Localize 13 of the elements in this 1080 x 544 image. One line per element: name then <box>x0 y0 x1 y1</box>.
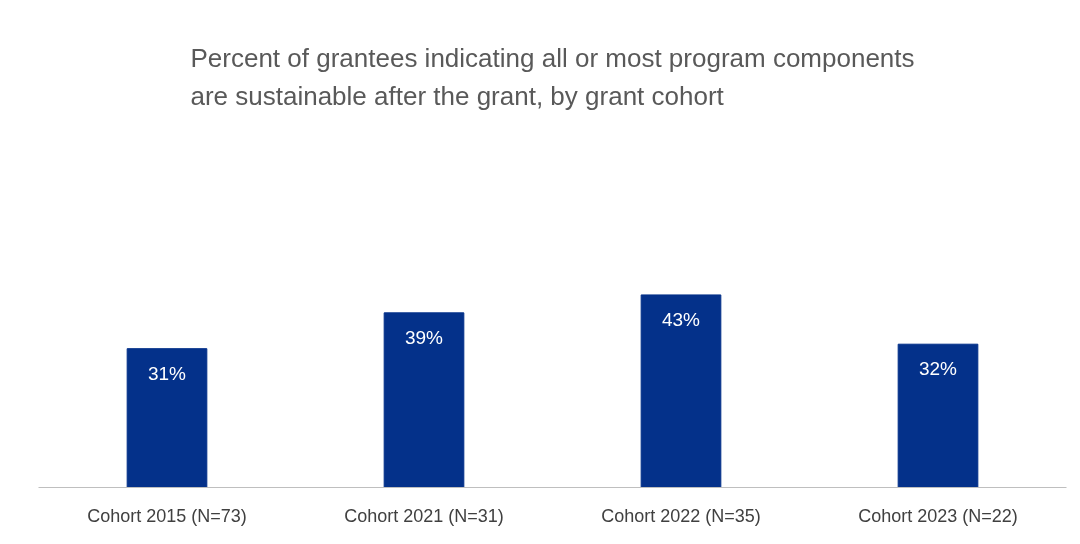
data-label: 32% <box>918 358 958 380</box>
bar <box>640 294 722 488</box>
data-label: 43% <box>661 308 701 330</box>
bar <box>383 312 465 488</box>
x-tick-label: Cohort 2023 (N=22) <box>858 505 1018 526</box>
bar <box>897 343 979 488</box>
x-tick-label: Cohort 2015 (N=73) <box>87 505 247 526</box>
data-label: 39% <box>404 326 444 348</box>
x-tick-label: Cohort 2022 (N=35) <box>601 505 761 526</box>
chart-title: Percent of grantees indicating all or most program components are sustainable after the grant, by grant cohort <box>190 43 915 111</box>
x-tick-label: Cohort 2021 (N=31) <box>344 505 504 526</box>
bar <box>126 348 208 488</box>
data-label: 31% <box>147 362 187 384</box>
